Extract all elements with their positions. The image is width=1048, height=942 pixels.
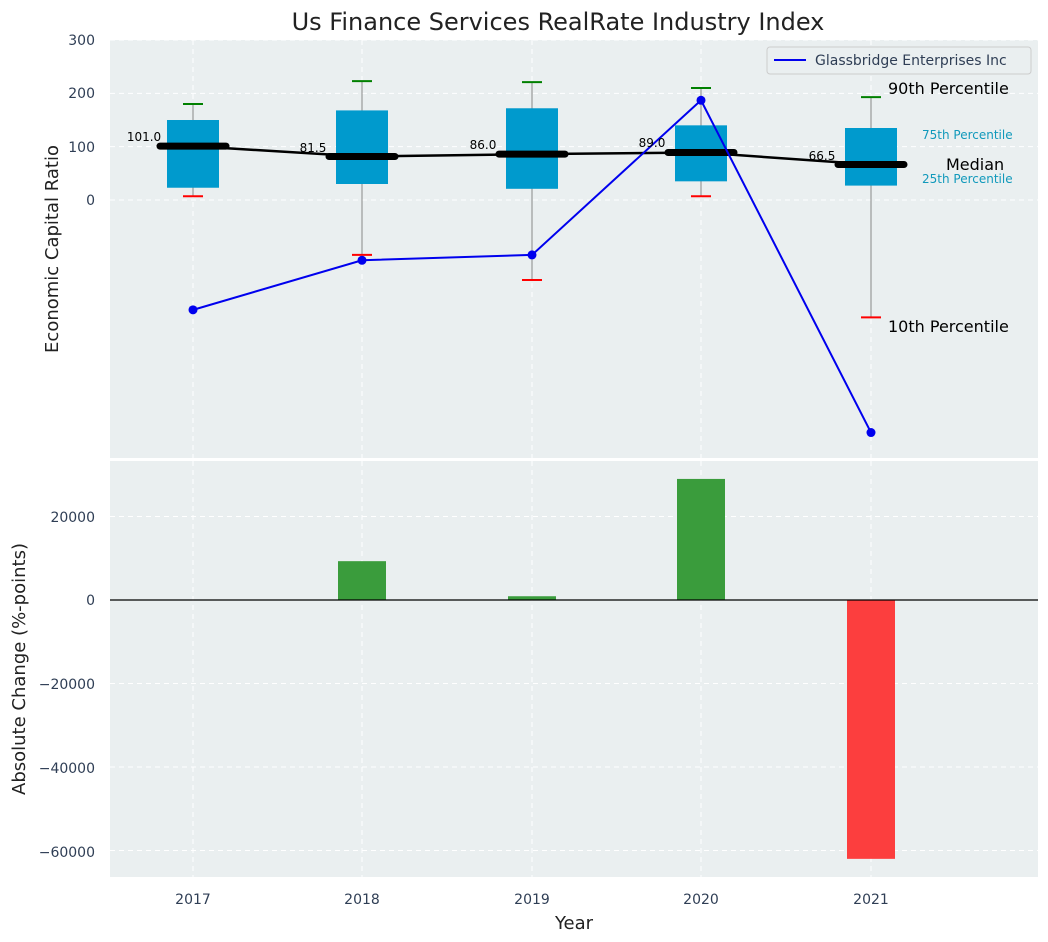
iqr-box — [506, 108, 558, 189]
median-label: 66.5 — [809, 149, 836, 163]
iqr-box — [336, 110, 388, 185]
company-point — [188, 305, 198, 315]
change-bar-group — [110, 478, 1038, 859]
change-bar — [338, 561, 386, 600]
percentile-annotations: 90th Percentile 75th Percentile Median 2… — [888, 79, 1013, 336]
x-tick: 2020 — [683, 892, 719, 908]
x-axis-label: Year — [554, 913, 594, 934]
company-series-group — [188, 95, 876, 438]
x-tick: 2021 — [853, 892, 889, 908]
top-y-tick: 200 — [68, 86, 95, 102]
median-label: 86.0 — [470, 138, 497, 152]
bottom-y-tick: −20000 — [39, 677, 95, 693]
median-label: 89.0 — [639, 136, 666, 150]
top-y-axis-label: Economic Capital Ratio — [42, 145, 63, 353]
bottom-y-tick: −40000 — [39, 761, 95, 777]
legend-label: Glassbridge Enterprises Inc — [815, 53, 1007, 69]
median-labels: 101.0 81.5 86.0 89.0 66.5 — [127, 130, 836, 163]
company-point — [866, 428, 876, 438]
chart-title: Us Finance Services RealRate Industry In… — [292, 8, 825, 36]
change-bar — [677, 478, 725, 600]
iqr-box — [167, 120, 219, 188]
company-point — [696, 95, 706, 105]
x-ticks: 2017 2018 2019 2020 2021 — [175, 892, 889, 908]
annotation-p25: 25th Percentile — [922, 172, 1013, 186]
legend: Glassbridge Enterprises Inc — [766, 46, 1032, 75]
change-bar — [508, 596, 556, 600]
annotation-median: Median — [946, 155, 1004, 174]
x-tick: 2017 — [175, 892, 211, 908]
top-y-tick: 300 — [68, 33, 95, 49]
top-y-ticks: 300 200 100 0 — [68, 33, 95, 209]
annotation-p75: 75th Percentile — [922, 128, 1013, 142]
top-y-tick: 0 — [86, 193, 95, 209]
annotation-p90: 90th Percentile — [888, 79, 1009, 98]
legend-frame — [766, 46, 1032, 75]
bottom-y-ticks: 20000 0 −20000 −40000 −60000 — [39, 510, 95, 861]
top-y-tick: 100 — [68, 140, 95, 156]
bottom-y-tick: −60000 — [39, 845, 95, 861]
iqr-box — [845, 128, 897, 186]
bottom-y-tick: 0 — [86, 593, 95, 609]
company-point — [527, 250, 537, 260]
annotation-p10: 10th Percentile — [888, 317, 1009, 336]
median-line-group — [156, 142, 908, 169]
x-tick: 2019 — [514, 892, 550, 908]
top-panel-background — [110, 40, 1038, 458]
median-label: 81.5 — [300, 141, 327, 155]
company-point — [357, 255, 367, 265]
bottom-panel-background — [110, 461, 1038, 877]
x-tick: 2018 — [344, 892, 380, 908]
change-bar — [847, 600, 895, 859]
bottom-y-tick: 20000 — [50, 510, 95, 526]
bottom-y-axis-label: Absolute Change (%-points) — [9, 543, 30, 795]
median-label: 101.0 — [127, 130, 161, 144]
